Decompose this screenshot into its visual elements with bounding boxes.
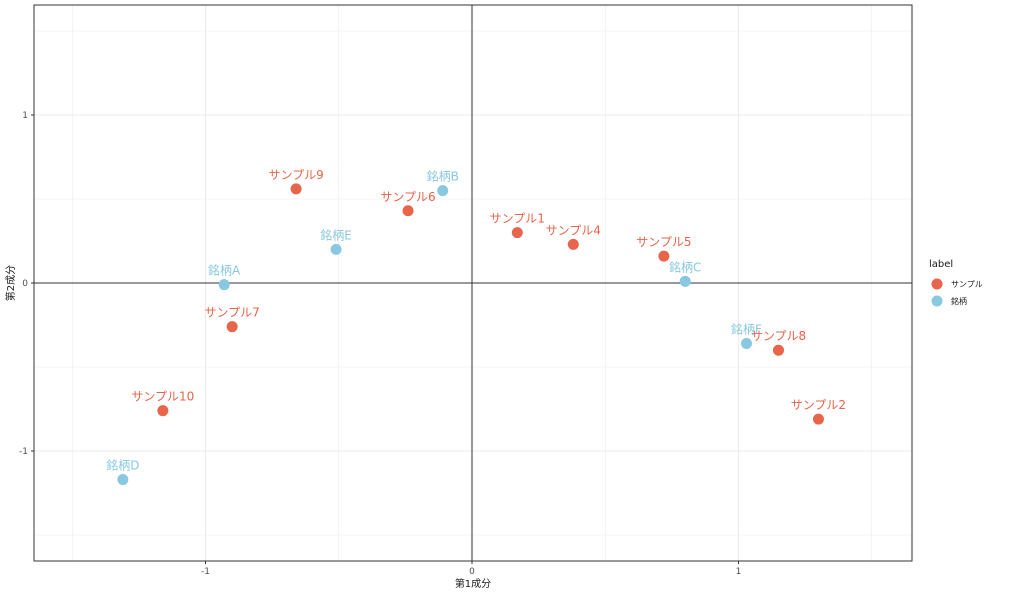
point-label: 銘柄B [427, 169, 459, 184]
legend-label: サンプル [951, 280, 983, 289]
point-label: サンプル6 [380, 190, 435, 204]
data-point [740, 337, 752, 349]
x-axis-title: 第1成分 [455, 577, 491, 590]
point-labels: サンプル1 サンプル2 サンプル4 サンプル5 サンプル6 サンプル7 サンプル8 サンプル9… [106, 168, 846, 473]
data-point [157, 405, 169, 417]
data-points [117, 183, 824, 486]
data-point [330, 243, 342, 255]
point-label: サンプル4 [546, 223, 601, 237]
point-label: 銘柄C [669, 259, 701, 274]
y-tick-label: -1 [19, 447, 28, 457]
point-label: サンプル5 [636, 235, 691, 249]
point-label: サンプル8 [751, 329, 806, 343]
legend-label: 銘柄 [951, 296, 967, 306]
x-tick-label: 0 [469, 567, 475, 577]
y-tick-label: 0 [22, 279, 28, 289]
legend-title: label [929, 259, 953, 270]
point-label: サンプル2 [791, 398, 846, 412]
legend-key [931, 295, 943, 307]
point-label: 銘柄E [320, 227, 352, 242]
point-label: サンプル9 [268, 168, 323, 182]
data-point [812, 413, 824, 425]
data-point [290, 183, 302, 195]
reference-lines [34, 5, 912, 561]
x-tick-label: 1 [736, 567, 742, 577]
data-point [117, 474, 129, 486]
data-point [658, 250, 670, 262]
point-label: 銘柄A [208, 263, 241, 278]
data-point [218, 279, 230, 291]
data-point [226, 321, 238, 333]
point-label: サンプル7 [205, 306, 260, 320]
data-point [772, 344, 784, 356]
x-tick-label: -1 [201, 567, 210, 577]
y-tick-label: 1 [22, 111, 28, 121]
point-label: サンプル10 [131, 390, 194, 404]
legend-key [931, 278, 943, 290]
y-axis-title: 第2成分 [4, 265, 17, 301]
point-label: 銘柄F [731, 321, 762, 336]
data-point [437, 185, 449, 197]
data-point [402, 205, 414, 217]
data-point [679, 275, 691, 287]
data-point [567, 238, 579, 250]
axis-ticks: -1 0 1 -1 0 1 [19, 111, 741, 577]
data-point [511, 227, 523, 239]
point-label: サンプル1 [490, 212, 545, 226]
point-label: 銘柄D [106, 458, 139, 473]
